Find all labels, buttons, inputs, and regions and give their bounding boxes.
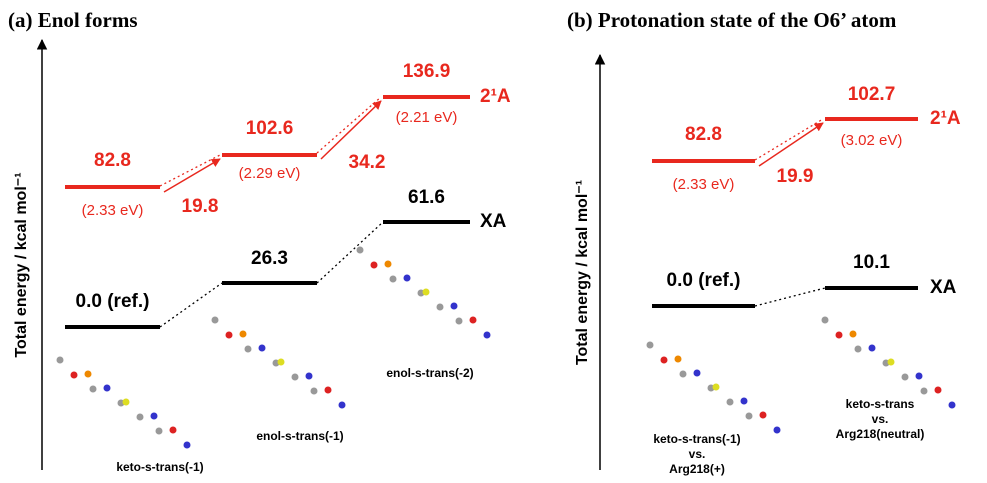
transition-arrow <box>758 122 824 167</box>
atom <box>89 385 97 393</box>
structure-caption: keto-s-trans <box>846 397 915 411</box>
level-value: 82.8 <box>685 124 722 145</box>
atom <box>646 341 654 349</box>
axis-label: Total energy / kcal mol⁻¹ <box>574 180 591 365</box>
atom <box>70 371 78 379</box>
level-energy: (2.29 eV) <box>239 165 301 182</box>
atom <box>849 330 857 338</box>
atom <box>384 260 392 268</box>
structure-caption: enol-s-trans(-2) <box>386 366 473 380</box>
atom <box>291 373 299 381</box>
atom <box>338 401 346 409</box>
structure-caption: Arg218(neutral) <box>836 427 925 441</box>
atom <box>934 386 942 394</box>
atom <box>305 372 313 380</box>
atom <box>679 370 687 378</box>
atom <box>277 358 285 366</box>
transition-value: 34.2 <box>349 152 386 173</box>
atom <box>660 356 668 364</box>
level-value: 82.8 <box>94 150 131 171</box>
atom <box>239 330 247 338</box>
level-value: 102.6 <box>246 118 294 139</box>
atom <box>450 302 458 310</box>
atom <box>122 398 130 406</box>
transition-dotted <box>754 118 824 161</box>
panel-title: (a) Enol forms <box>8 8 138 32</box>
structure-caption: keto-s-trans(-1) <box>116 460 203 474</box>
transition-dotted <box>316 96 382 154</box>
structure-caption: keto-s-trans(-1) <box>653 432 740 446</box>
level-value: 0.0 (ref.) <box>667 270 741 291</box>
atom <box>356 246 364 254</box>
atom <box>183 441 191 449</box>
atom <box>693 369 701 377</box>
atom <box>150 412 158 420</box>
atom <box>258 344 266 352</box>
state-label: XA <box>480 211 507 232</box>
structure-caption: enol-s-trans(-1) <box>256 429 343 443</box>
atom <box>712 383 720 391</box>
atom <box>948 401 956 409</box>
transition-arrow <box>163 158 221 193</box>
level-energy: (2.21 eV) <box>396 109 458 126</box>
structure-caption: Arg218(+) <box>669 462 725 476</box>
atom <box>56 356 64 364</box>
transition-value: 19.9 <box>777 166 814 187</box>
atom <box>901 373 909 381</box>
connector <box>316 221 384 284</box>
atom <box>854 345 862 353</box>
transition-dotted <box>159 154 221 187</box>
atom <box>136 413 144 421</box>
atom <box>920 387 928 395</box>
structure-caption: vs. <box>872 412 889 426</box>
atom <box>422 288 430 296</box>
atom <box>324 386 332 394</box>
atom <box>745 412 753 420</box>
atom <box>169 426 177 434</box>
atom <box>211 316 219 324</box>
atom <box>887 358 895 366</box>
axis-label: Total energy / kcal mol⁻¹ <box>13 172 30 357</box>
atom <box>155 427 163 435</box>
level-value: 26.3 <box>251 248 288 269</box>
level-energy: (2.33 eV) <box>673 176 735 193</box>
transition-arrow <box>320 100 382 160</box>
state-label: XA <box>930 277 957 298</box>
atom <box>759 411 767 419</box>
atom <box>436 303 444 311</box>
state-label: 2¹A <box>480 86 511 107</box>
transition-value: 19.8 <box>182 196 219 217</box>
atom <box>403 274 411 282</box>
atom <box>455 317 463 325</box>
atom <box>469 316 477 324</box>
state-label: 2¹A <box>930 108 961 129</box>
atom <box>225 331 233 339</box>
atom <box>821 316 829 324</box>
level-value: 102.7 <box>848 84 896 105</box>
structure-caption: vs. <box>689 447 706 461</box>
atom <box>244 345 252 353</box>
atom <box>915 372 923 380</box>
level-value: 61.6 <box>408 187 445 208</box>
atom <box>773 426 781 434</box>
connector <box>754 287 826 307</box>
level-value: 0.0 (ref.) <box>76 291 150 312</box>
atom <box>483 331 491 339</box>
atom <box>835 331 843 339</box>
atom <box>868 344 876 352</box>
atom <box>389 275 397 283</box>
level-value: 10.1 <box>853 252 890 273</box>
atom <box>103 384 111 392</box>
atom <box>84 370 92 378</box>
level-energy: (2.33 eV) <box>82 202 144 219</box>
level-energy: (3.02 eV) <box>841 132 903 149</box>
atom <box>370 261 378 269</box>
atom <box>674 355 682 363</box>
atom <box>310 387 318 395</box>
atom <box>726 398 734 406</box>
level-value: 136.9 <box>403 61 451 82</box>
atom <box>740 397 748 405</box>
panel-title: (b) Protonation state of the O6’ atom <box>567 8 897 32</box>
